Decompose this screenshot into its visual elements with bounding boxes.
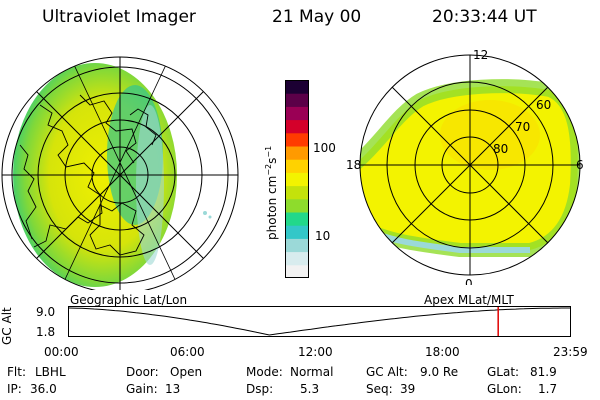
mlt-label-18: 18: [346, 158, 361, 172]
colorbar-frame: [285, 80, 309, 278]
colorbar-stripe: [285, 93, 309, 107]
timeline-left-label: Geographic Lat/Lon: [70, 293, 188, 307]
mlt-label-0: 0: [465, 277, 473, 285]
mode-label: Mode:: [246, 365, 283, 379]
colorbar-stripe: [285, 106, 309, 121]
colorbar-stripe: [285, 251, 309, 266]
timeline-tick-0600: 06:00: [170, 345, 205, 359]
gain-value: 13: [165, 382, 181, 396]
glat-label: GLat:: [487, 365, 520, 379]
colorbar-stripe: [285, 238, 309, 253]
lat-label-70: 70: [515, 120, 530, 134]
timeline-tick-2359: 23:59: [553, 345, 588, 359]
flt-value: LBHL: [35, 365, 66, 379]
door-value: Open: [170, 365, 203, 379]
colorbar-tick-low: 10: [315, 229, 331, 243]
time-label: 20:33:44 UT: [432, 7, 537, 27]
colorbar-stripe: [285, 119, 309, 134]
colorbar-stripe: [285, 212, 309, 226]
ip-value: 36.0: [30, 382, 57, 396]
colorbar-stripe: [285, 198, 309, 213]
seq-label: Seq:: [366, 382, 393, 396]
colorbar-stripe: [285, 146, 309, 160]
timeline-y-bottom: 1.8: [36, 325, 56, 339]
mlt-label-6: 6: [576, 158, 584, 172]
ip-label: IP:: [7, 382, 22, 396]
timeline-right-label: Apex MLat/MLT: [424, 293, 514, 307]
dsp-value: 5.3: [300, 382, 320, 396]
seq-value: 39: [400, 382, 416, 396]
dsp-label: Dsp:: [246, 382, 274, 396]
glon-label: GLon:: [487, 382, 522, 396]
colorbar-stripe: [285, 264, 309, 278]
lat-label-60: 60: [536, 98, 551, 112]
mode-value: Normal: [290, 365, 334, 379]
intensity-colorbar: [285, 80, 309, 278]
glon-value: 1.7: [538, 382, 558, 396]
magnetic-polar-plot: 12 18 6 0 60 70 80: [346, 48, 584, 285]
gcalt-value: 9.0 Re: [420, 365, 459, 379]
colorbar-stripe: [285, 132, 309, 147]
date-label: 21 May 00: [272, 7, 362, 27]
timeline-tick-0000: 00:00: [44, 345, 79, 359]
geographic-auroral-image: [1, 56, 239, 290]
gcalt-label: GC Alt:: [366, 365, 408, 379]
timeline-tick-1200: 12:00: [298, 345, 333, 359]
timeline-tick-1800: 18:00: [425, 345, 460, 359]
lat-label-80: 80: [493, 142, 508, 156]
colorbar-stripe: [285, 225, 309, 239]
glat-value: 81.9: [530, 365, 557, 379]
timeline-y-top: 9.0: [36, 305, 56, 319]
timeline-axis-label: GC Alt: [0, 307, 14, 345]
colorbar-stripe: [285, 80, 309, 94]
door-label: Door:: [126, 365, 159, 379]
colorbar-units-label: photon cm−2s−1: [264, 145, 279, 240]
mlt-label-12: 12: [473, 48, 488, 62]
colorbar-stripe: [285, 172, 309, 187]
altitude-curve: [68, 307, 570, 336]
colorbar-stripe: [285, 159, 309, 173]
gain-label: Gain:: [126, 382, 158, 396]
colorbar-tick-high: 100: [313, 141, 336, 155]
colorbar-stripe: [285, 185, 309, 200]
instrument-title: Ultraviolet Imager: [42, 7, 196, 27]
gc-altitude-timeline: [68, 306, 571, 337]
flt-label: Flt:: [7, 365, 26, 379]
